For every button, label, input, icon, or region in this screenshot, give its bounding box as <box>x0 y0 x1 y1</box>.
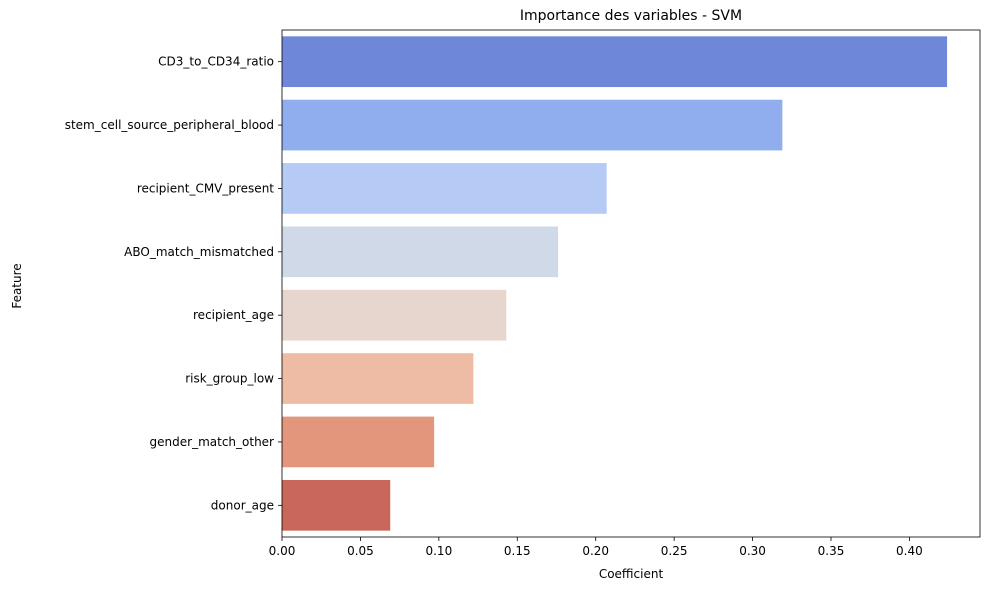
bar-risk_group_low <box>282 353 474 404</box>
y-tick-label: risk_group_low <box>185 372 274 386</box>
plot-border <box>281 29 981 538</box>
bar-recipient_age <box>282 289 507 341</box>
chart-title: Importance des variables - SVM <box>520 8 742 24</box>
x-tick-label: 0.25 <box>661 544 688 558</box>
bar-donor_age <box>282 479 391 531</box>
bar-recipient_CMV_present <box>282 163 607 214</box>
x-tick-label: 0.05 <box>347 544 374 558</box>
y-axis-ticks: CD3_to_CD34_ratio stem_cell_source_periph… <box>65 55 282 512</box>
y-tick-label: stem_cell_source_peripheral_blood <box>65 118 274 132</box>
x-axis-title: Coefficient <box>599 567 664 581</box>
bar-CD3_to_CD34_ratio <box>282 36 948 88</box>
y-tick-label: donor_age <box>211 498 274 512</box>
x-axis-ticks: 0.00 0.05 0.10 0.15 0.20 0.25 0.30 0.35 0.40 <box>269 537 923 558</box>
y-tick-label: recipient_age <box>193 308 274 322</box>
x-tick-label: 0.15 <box>504 544 531 558</box>
plot-frame <box>281 29 981 538</box>
y-tick-label: ABO_match_mismatched <box>124 245 274 259</box>
x-tick-label: 0.10 <box>425 544 452 558</box>
bar-gender_match_other <box>282 416 435 468</box>
x-tick-label: 0.30 <box>739 544 766 558</box>
bars-layer <box>282 36 948 531</box>
x-tick-label: 0.40 <box>896 544 923 558</box>
x-tick-label: 0.00 <box>269 544 296 558</box>
x-tick-label: 0.35 <box>818 544 845 558</box>
y-tick-label: CD3_to_CD34_ratio <box>158 55 274 69</box>
x-tick-label: 0.20 <box>582 544 609 558</box>
bar-ABO_match_mismatched <box>282 226 559 278</box>
y-tick-label: recipient_CMV_present <box>137 181 274 195</box>
y-tick-label: gender_match_other <box>150 435 275 449</box>
y-axis-title: Feature <box>10 263 24 308</box>
bar-stem_cell_source_peripheral_blood <box>282 99 783 151</box>
